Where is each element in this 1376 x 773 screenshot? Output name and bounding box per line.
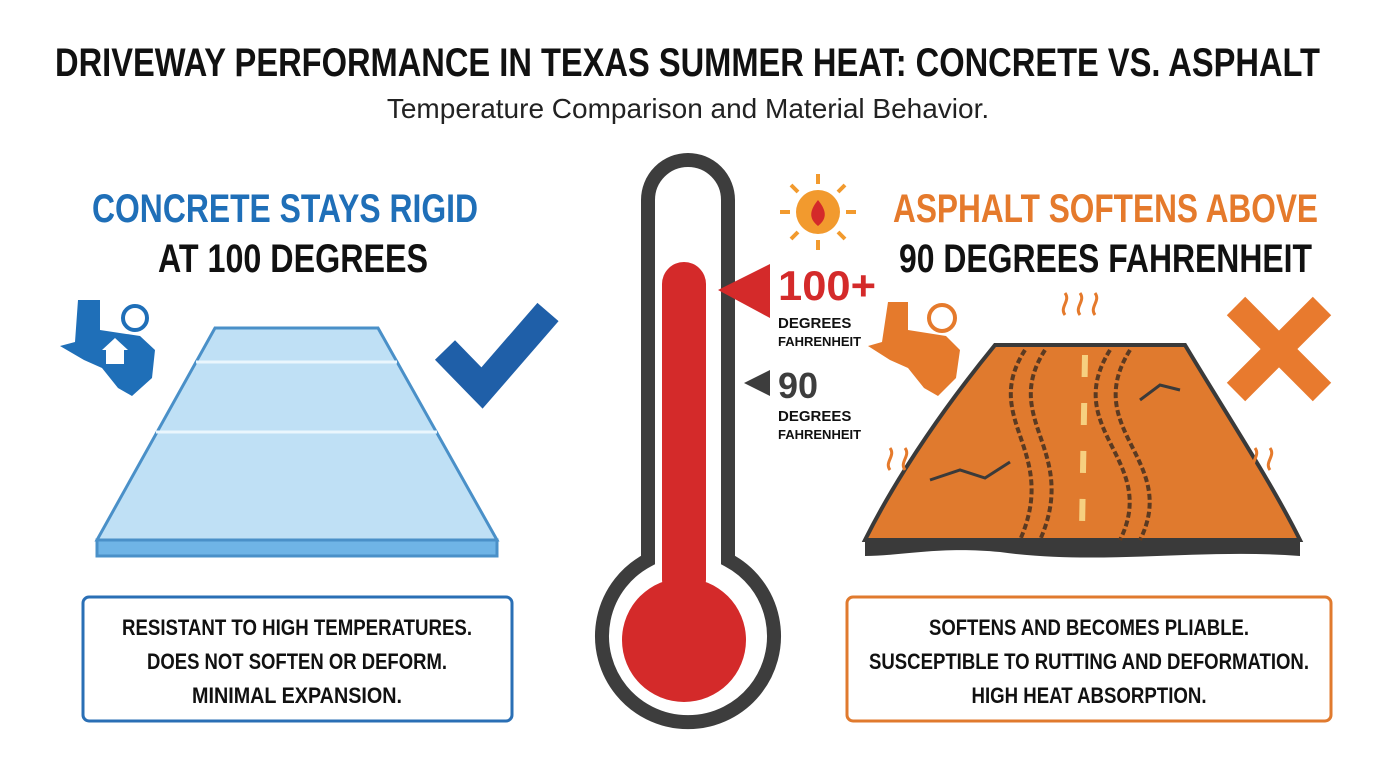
- asphalt-heading: ASPHALT SOFTENS ABOVE: [893, 187, 1318, 231]
- x-mark: [1226, 296, 1332, 402]
- asphalt-point: HIGH HEAT ABSORPTION.: [972, 683, 1207, 708]
- concrete-heading: AT 100 DEGREES: [158, 237, 428, 281]
- sun-icon: [780, 174, 856, 250]
- marker-unit: DEGREES: [778, 315, 851, 332]
- subtitle: Temperature Comparison and Material Beha…: [387, 93, 989, 124]
- marker-unit: DEGREES: [778, 408, 851, 425]
- marker-pointer: [744, 370, 770, 396]
- marker-unit: FAHRENHEIT: [778, 427, 861, 442]
- asphalt-heading: 90 DEGREES FAHRENHEIT: [899, 237, 1312, 281]
- concrete-slab: [94, 326, 500, 558]
- asphalt-point: SUSCEPTIBLE TO RUTTING AND DEFORMATION.: [869, 649, 1309, 674]
- concrete-point: DOES NOT SOFTEN OR DEFORM.: [147, 649, 447, 674]
- asphalt-road: [861, 292, 1304, 558]
- texas-icon: [60, 300, 155, 396]
- asphalt-box: [845, 595, 1333, 723]
- concrete-heading: CONCRETE STAYS RIGID: [92, 187, 478, 231]
- title: DRIVEWAY PERFORMANCE IN TEXAS SUMMER HEA…: [55, 41, 1320, 85]
- marker-value: 100+: [778, 262, 876, 309]
- checkmark: [434, 302, 559, 409]
- asphalt-point: SOFTENS AND BECOMES PLIABLE.: [929, 615, 1249, 640]
- marker-pointer: [718, 264, 770, 318]
- marker-unit: FAHRENHEIT: [778, 334, 861, 349]
- marker-value: 90: [778, 365, 818, 406]
- concrete-point: MINIMAL EXPANSION.: [192, 683, 402, 708]
- texas-icon: [868, 302, 960, 396]
- thermometer: [595, 153, 781, 730]
- concrete-point: RESISTANT TO HIGH TEMPERATURES.: [122, 615, 472, 640]
- concrete-box: [81, 595, 514, 723]
